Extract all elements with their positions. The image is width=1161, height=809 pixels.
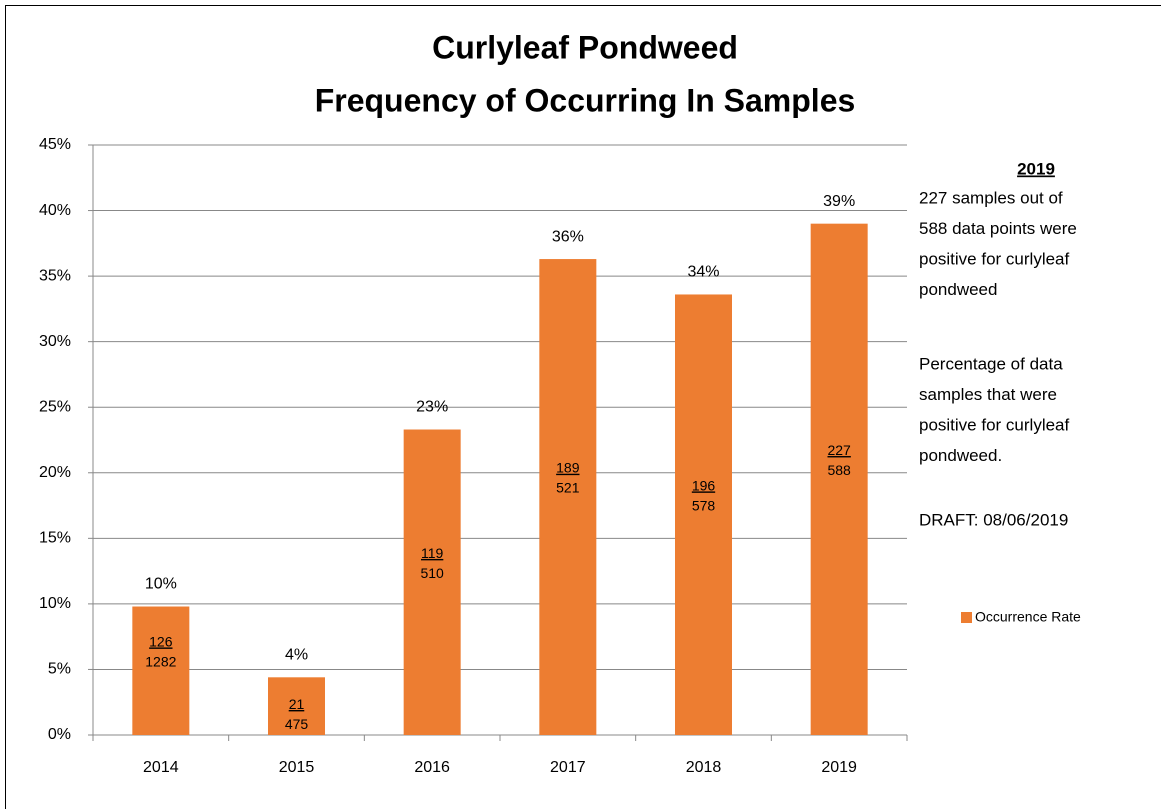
sample-positive: 126 [149, 633, 173, 649]
sample-positive: 227 [827, 442, 851, 458]
sample-total: 475 [285, 716, 309, 732]
note-line: Percentage of data [919, 354, 1063, 373]
sample-positive: 196 [692, 477, 716, 493]
sample-total: 521 [556, 480, 580, 496]
y-tick-label: 5% [48, 661, 71, 678]
bar [132, 606, 190, 735]
note-line: DRAFT: 08/06/2019 [919, 510, 1068, 529]
note-heading: 2019 [1017, 159, 1055, 178]
data-label: 4% [285, 647, 308, 664]
y-tick-label: 35% [39, 267, 71, 284]
sample-positive: 189 [556, 460, 580, 476]
data-label: 10% [145, 576, 177, 593]
note-line: positive for curlyleaf [919, 249, 1070, 268]
sample-positive: 119 [421, 545, 444, 561]
sample-total: 510 [420, 565, 444, 581]
note-line: positive for curlyleaf [919, 415, 1070, 434]
bar [810, 223, 868, 735]
chart-title: Curlyleaf Pondweed [432, 29, 738, 65]
bar [539, 259, 597, 735]
x-tick-label: 2019 [821, 759, 857, 776]
note-line: 588 data points were [919, 219, 1077, 238]
data-label: 39% [823, 193, 855, 210]
data-label: 23% [416, 399, 448, 416]
note-line: samples that were [919, 385, 1057, 404]
sample-positive: 21 [289, 696, 305, 712]
x-tick-label: 2015 [279, 759, 315, 776]
y-tick-label: 0% [48, 726, 71, 743]
x-tick-label: 2014 [143, 759, 179, 776]
y-tick-label: 45% [39, 136, 71, 153]
y-tick-label: 40% [39, 202, 71, 219]
data-label: 36% [552, 228, 584, 245]
note-line: pondweed [919, 280, 997, 299]
y-tick-label: 30% [39, 333, 71, 350]
legend-label: Occurrence Rate [975, 609, 1081, 625]
y-tick-label: 25% [39, 398, 71, 415]
bar [403, 429, 461, 735]
bar [268, 677, 325, 735]
note-line: 227 samples out of [919, 188, 1063, 207]
sample-total: 578 [692, 497, 716, 513]
y-tick-label: 15% [39, 530, 71, 547]
x-tick-label: 2018 [686, 759, 722, 776]
frame [5, 5, 1161, 809]
note-line: pondweed. [919, 446, 1002, 465]
data-label: 34% [687, 264, 719, 281]
x-tick-label: 2017 [550, 759, 586, 776]
sample-total: 1282 [145, 653, 176, 669]
y-tick-label: 20% [39, 464, 71, 481]
y-tick-label: 10% [39, 595, 71, 612]
bar [675, 294, 732, 735]
sample-total: 588 [827, 462, 851, 478]
x-tick-label: 2016 [414, 759, 450, 776]
legend-swatch [961, 612, 972, 623]
chart-title: Frequency of Occurring In Samples [315, 82, 856, 118]
